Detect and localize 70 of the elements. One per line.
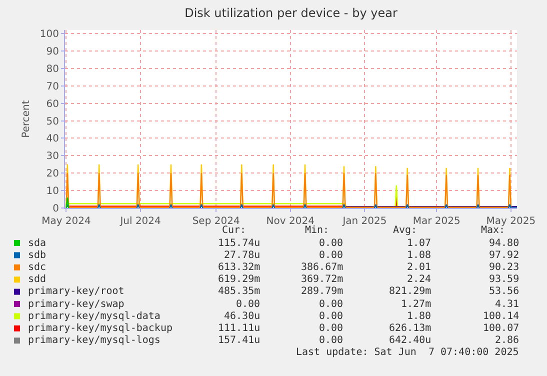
text: 369.72m bbox=[301, 274, 344, 285]
text: Last update: Sat Jun 7 07:40:00 2025 bbox=[296, 347, 519, 358]
text: 111.11u bbox=[218, 323, 260, 334]
legend-label: primary-key/mysql-backup bbox=[28, 323, 172, 334]
legend-label: primary-key/root bbox=[28, 286, 124, 297]
text: 1.08 bbox=[407, 250, 432, 261]
text: 2.01 bbox=[407, 262, 432, 273]
text: 2.86 bbox=[495, 335, 520, 346]
legend-label: primary-key/mysql-logs bbox=[28, 335, 160, 346]
text: 1.07 bbox=[407, 238, 432, 249]
text: 0.00 bbox=[319, 250, 344, 261]
legend-label: sda bbox=[28, 238, 46, 249]
text: 97.92 bbox=[489, 250, 520, 261]
text: Cur: bbox=[222, 225, 246, 236]
x-tick-label: May 2024 bbox=[42, 216, 91, 227]
legend-label: primary-key/mysql-data bbox=[28, 311, 160, 322]
text: 626.13m bbox=[389, 323, 432, 334]
legend-label: sdb bbox=[28, 250, 46, 261]
text: 613.32m bbox=[218, 262, 260, 273]
y-tick-label: 100 bbox=[40, 28, 59, 40]
text: 0.00 bbox=[236, 299, 260, 310]
text: 821.29m bbox=[389, 286, 432, 297]
text: 115.74u bbox=[218, 238, 260, 249]
y-axis-title: Percent bbox=[20, 100, 32, 138]
x-tick-label: Jul 2024 bbox=[119, 216, 161, 227]
legend-label: primary-key/swap bbox=[28, 299, 124, 310]
text: 0.00 bbox=[319, 335, 344, 346]
text: Min: bbox=[305, 225, 330, 236]
legend-label: sdd bbox=[28, 274, 46, 285]
text: 0.00 bbox=[319, 311, 344, 322]
y-tick-label: 60 bbox=[46, 98, 59, 110]
x-tick-label: Jan 2025 bbox=[342, 216, 387, 227]
text: Avg: bbox=[393, 225, 418, 236]
y-tick-label: 20 bbox=[46, 168, 59, 180]
x-tick-label: Mar 2025 bbox=[412, 216, 460, 227]
y-tick-label: 10 bbox=[46, 186, 59, 198]
text: 157.41u bbox=[218, 335, 260, 346]
text: 46.30u bbox=[224, 311, 260, 322]
text: 0.00 bbox=[319, 299, 344, 310]
text: 100.14 bbox=[483, 311, 520, 322]
x-tick-label: Sep 2024 bbox=[192, 216, 240, 227]
x-tick-label: Nov 2024 bbox=[266, 216, 314, 227]
text: 93.59 bbox=[489, 274, 520, 285]
y-tick-label: 80 bbox=[46, 64, 59, 75]
text: 1.27m bbox=[401, 299, 432, 310]
text: 289.79m bbox=[301, 286, 344, 297]
y-tick-label: 90 bbox=[46, 46, 59, 58]
text: 94.80 bbox=[489, 238, 520, 249]
text: Max: bbox=[481, 225, 506, 236]
text: 100.07 bbox=[483, 323, 520, 334]
text: 53.56 bbox=[489, 286, 520, 297]
legend-label: sdc bbox=[28, 262, 46, 273]
y-tick-label: 40 bbox=[46, 134, 59, 145]
text: 2.24 bbox=[407, 274, 432, 285]
text: 1.80 bbox=[407, 311, 432, 322]
text: 4.31 bbox=[495, 299, 520, 310]
text: 90.23 bbox=[489, 262, 520, 273]
text: 485.35m bbox=[218, 286, 260, 297]
text: 386.67m bbox=[301, 262, 344, 273]
text: 0.00 bbox=[319, 238, 344, 249]
text: 619.29m bbox=[218, 274, 260, 285]
text: 0.00 bbox=[319, 323, 344, 334]
x-tick-label: May 2025 bbox=[486, 216, 536, 227]
text: 27.78u bbox=[224, 250, 260, 261]
y-tick-label: 0 bbox=[52, 204, 59, 214]
y-tick-label: 70 bbox=[46, 81, 59, 92]
y-tick-label: 30 bbox=[46, 151, 59, 162]
chart-title: Disk utilization per device - by year bbox=[184, 6, 398, 20]
y-tick-label: 50 bbox=[46, 116, 59, 128]
text: 642.40u bbox=[389, 335, 432, 346]
